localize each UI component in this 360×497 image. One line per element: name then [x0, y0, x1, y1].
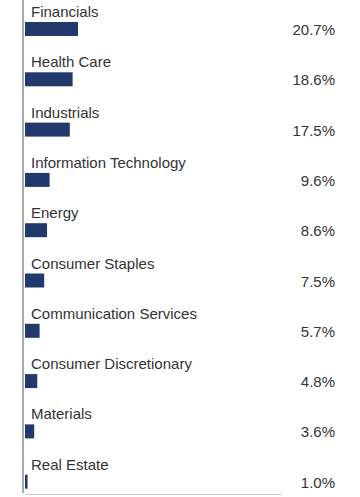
data-label: 8.6% — [301, 222, 335, 239]
category-label: Health Care — [31, 53, 111, 70]
data-label: 18.6% — [292, 71, 335, 88]
data-label: 17.5% — [292, 122, 335, 139]
data-label: 20.7% — [292, 21, 335, 38]
bar — [25, 223, 47, 237]
bar — [25, 424, 34, 438]
category-label: Real Estate — [31, 456, 109, 473]
category-labels: Financials Health Care Industrials Informat… — [31, 3, 197, 473]
bar — [25, 72, 73, 86]
category-label: Consumer Discretionary — [31, 355, 192, 372]
category-label: Financials — [31, 3, 99, 20]
data-label: 1.0% — [301, 474, 335, 491]
category-label: Industrials — [31, 104, 99, 121]
category-label: Information Technology — [31, 154, 186, 171]
category-label: Communication Services — [31, 305, 197, 322]
category-label: Energy — [31, 204, 79, 221]
chart: Financials Health Care Industrials Informat… — [0, 0, 360, 497]
bar — [25, 274, 44, 288]
bar — [25, 324, 40, 338]
value-axis-line — [26, 494, 282, 495]
category-axis-line — [23, 0, 24, 493]
bar — [25, 22, 78, 36]
data-label: 4.8% — [301, 373, 335, 390]
bar — [25, 374, 37, 388]
category-label: Consumer Staples — [31, 255, 154, 272]
bar — [25, 173, 50, 187]
bar — [25, 475, 28, 489]
data-label: 5.7% — [301, 323, 335, 340]
value-axis — [26, 494, 282, 495]
bar — [25, 123, 70, 137]
data-label: 9.6% — [301, 172, 335, 189]
data-label: 3.6% — [301, 423, 335, 440]
category-label: Materials — [31, 405, 92, 422]
data-label: 7.5% — [301, 273, 335, 290]
data-labels: 20.7% 18.6% 17.5% 9.6% 8.6% 7.5% 5.7% 4.8% 3.6% 1… — [292, 21, 335, 491]
